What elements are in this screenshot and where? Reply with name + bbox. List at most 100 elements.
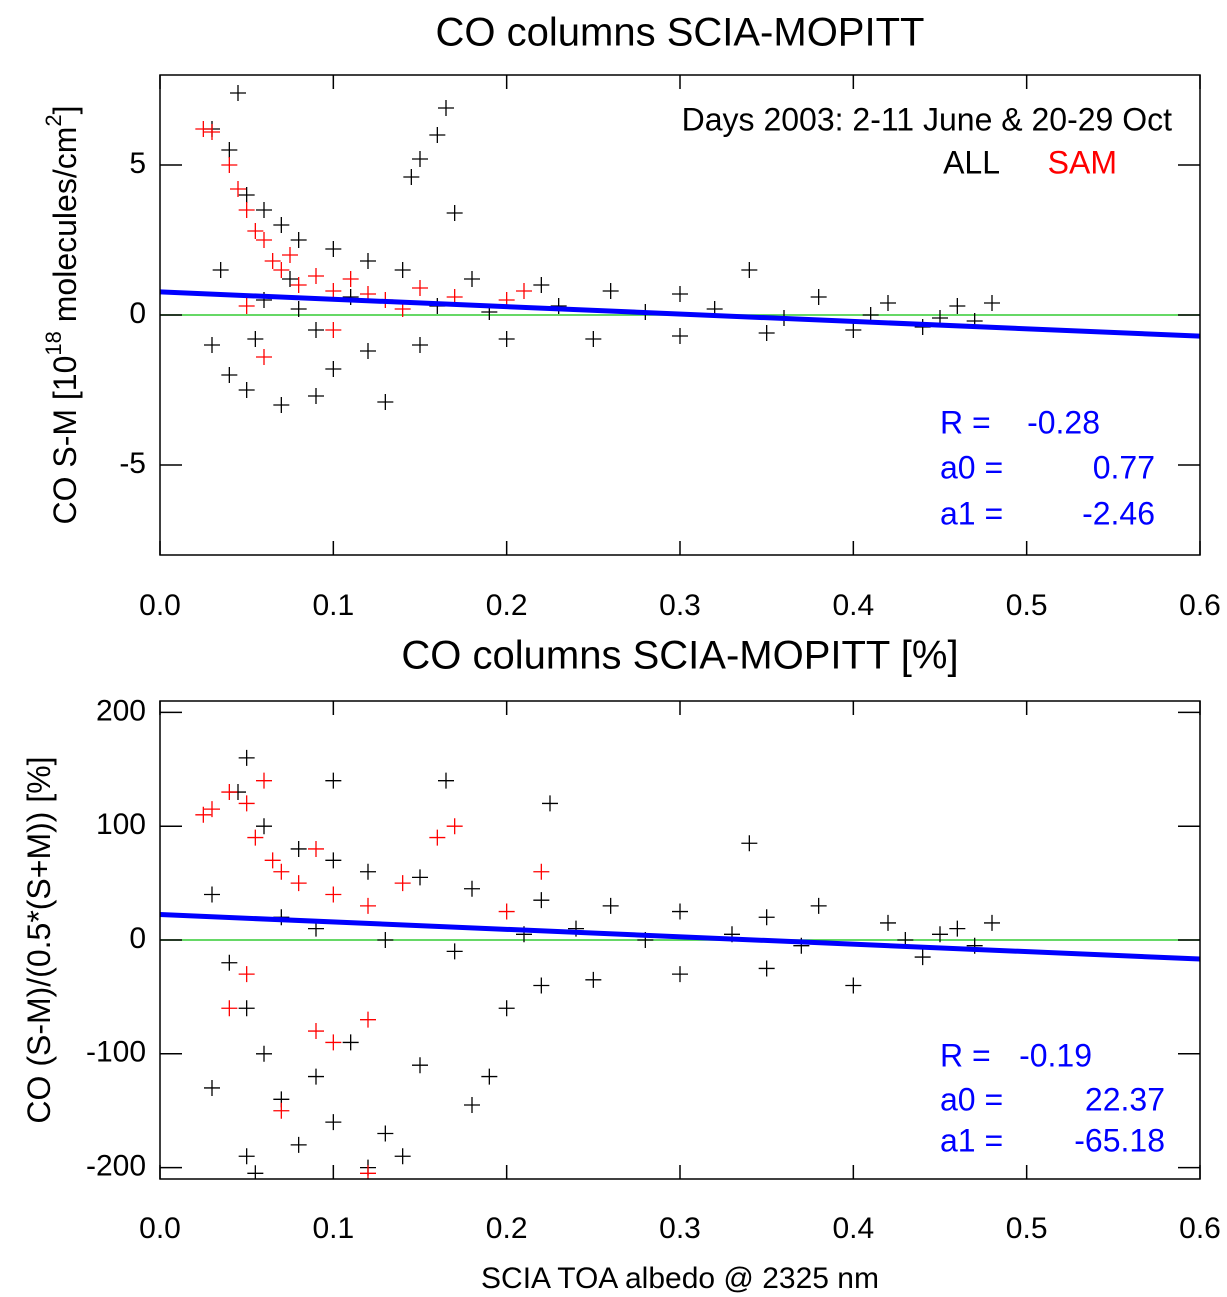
x-tick-label: 0.1 bbox=[312, 589, 354, 622]
point bbox=[914, 949, 931, 966]
point bbox=[195, 806, 212, 823]
point bbox=[741, 262, 758, 278]
point bbox=[429, 829, 446, 846]
point bbox=[204, 886, 220, 903]
plot-area bbox=[160, 749, 1200, 1179]
point bbox=[308, 840, 324, 857]
point bbox=[221, 784, 238, 801]
point bbox=[810, 897, 827, 914]
point bbox=[533, 863, 550, 880]
point bbox=[412, 1057, 428, 1074]
y-axis-label-part: 18 bbox=[41, 331, 66, 355]
point bbox=[282, 247, 298, 263]
point bbox=[672, 903, 688, 920]
x-axis-label: SCIA TOA albedo @ 2325 nm bbox=[481, 1262, 879, 1295]
point bbox=[394, 1148, 411, 1165]
point bbox=[256, 232, 272, 248]
point bbox=[273, 397, 290, 413]
y-tick-label: -200 bbox=[86, 1150, 146, 1183]
chart-title: CO columns SCIA-MOPITT [%] bbox=[401, 634, 958, 678]
point bbox=[498, 903, 515, 920]
point bbox=[308, 268, 324, 284]
point bbox=[308, 1023, 324, 1040]
point bbox=[412, 151, 428, 167]
point bbox=[810, 289, 827, 305]
point bbox=[221, 1000, 238, 1017]
y-tick-label: 200 bbox=[96, 694, 146, 727]
point bbox=[325, 241, 342, 257]
point bbox=[360, 343, 376, 359]
point bbox=[325, 1114, 342, 1131]
point bbox=[325, 886, 342, 903]
annotation: Days 2003: 2-11 June & 20-29 Oct bbox=[682, 101, 1172, 137]
point bbox=[845, 322, 862, 338]
x-tick-label: 0.4 bbox=[832, 589, 874, 622]
point bbox=[230, 181, 246, 197]
point bbox=[949, 298, 966, 314]
point bbox=[533, 977, 550, 994]
x-tick-label: 0.5 bbox=[1006, 1212, 1048, 1245]
point bbox=[290, 1136, 307, 1153]
point bbox=[360, 253, 376, 269]
fit-label: a0 = bbox=[940, 449, 1003, 485]
point bbox=[325, 852, 342, 869]
fit-value: -2.46 bbox=[1082, 495, 1155, 531]
fit-label: R = bbox=[940, 404, 991, 440]
point bbox=[446, 943, 463, 960]
point bbox=[377, 394, 394, 410]
y-axis-label: CO (S-M)/(0.5*(S+M)) [%] bbox=[21, 756, 57, 1123]
point bbox=[672, 328, 688, 344]
point bbox=[377, 1125, 394, 1142]
point bbox=[290, 840, 307, 857]
fit-label: a0 = bbox=[940, 1081, 1003, 1117]
point bbox=[403, 169, 420, 185]
point bbox=[290, 277, 307, 293]
x-tick-label: 0.5 bbox=[1006, 589, 1048, 622]
x-tick-label: 0.0 bbox=[139, 589, 181, 622]
x-tick-label: 0.1 bbox=[312, 1212, 354, 1245]
point bbox=[325, 283, 342, 299]
point bbox=[264, 852, 281, 869]
plot-area bbox=[160, 85, 1200, 413]
point bbox=[290, 232, 307, 248]
point bbox=[238, 298, 255, 314]
chart-title: CO columns SCIA-MOPITT bbox=[436, 11, 925, 55]
point bbox=[880, 914, 896, 931]
point bbox=[221, 367, 238, 383]
point bbox=[230, 85, 246, 101]
point bbox=[533, 892, 550, 909]
point bbox=[247, 829, 264, 846]
point bbox=[438, 100, 454, 116]
point bbox=[221, 142, 238, 158]
fit-line bbox=[160, 912, 1200, 962]
fit-value: -0.19 bbox=[1019, 1037, 1092, 1073]
point bbox=[325, 322, 342, 338]
point bbox=[342, 271, 359, 287]
point bbox=[204, 801, 220, 818]
point bbox=[533, 277, 550, 293]
point bbox=[542, 795, 558, 812]
point bbox=[238, 795, 255, 812]
point bbox=[446, 818, 463, 835]
point bbox=[238, 749, 255, 766]
x-tick-label: 0.3 bbox=[659, 589, 701, 622]
point bbox=[195, 121, 212, 137]
y-axis-label: CO S-M [1018 molecules/cm2] bbox=[41, 105, 83, 524]
point bbox=[394, 262, 411, 278]
point bbox=[845, 977, 862, 994]
point bbox=[932, 926, 948, 943]
point bbox=[238, 1000, 255, 1017]
x-tick-label: 0.6 bbox=[1179, 1212, 1221, 1245]
fit-value: 0.77 bbox=[1093, 449, 1155, 485]
point bbox=[308, 1068, 324, 1085]
x-tick-label: 0.6 bbox=[1179, 589, 1221, 622]
point bbox=[204, 1079, 220, 1096]
x-tick-label: 0.3 bbox=[659, 1212, 701, 1245]
point bbox=[412, 337, 428, 353]
fit-line bbox=[160, 289, 1200, 339]
fit-label: a1 = bbox=[940, 495, 1003, 531]
y-axis-label-part: CO S-M [10 bbox=[47, 356, 83, 525]
point bbox=[290, 875, 307, 892]
point bbox=[273, 1102, 290, 1119]
point bbox=[256, 772, 272, 789]
